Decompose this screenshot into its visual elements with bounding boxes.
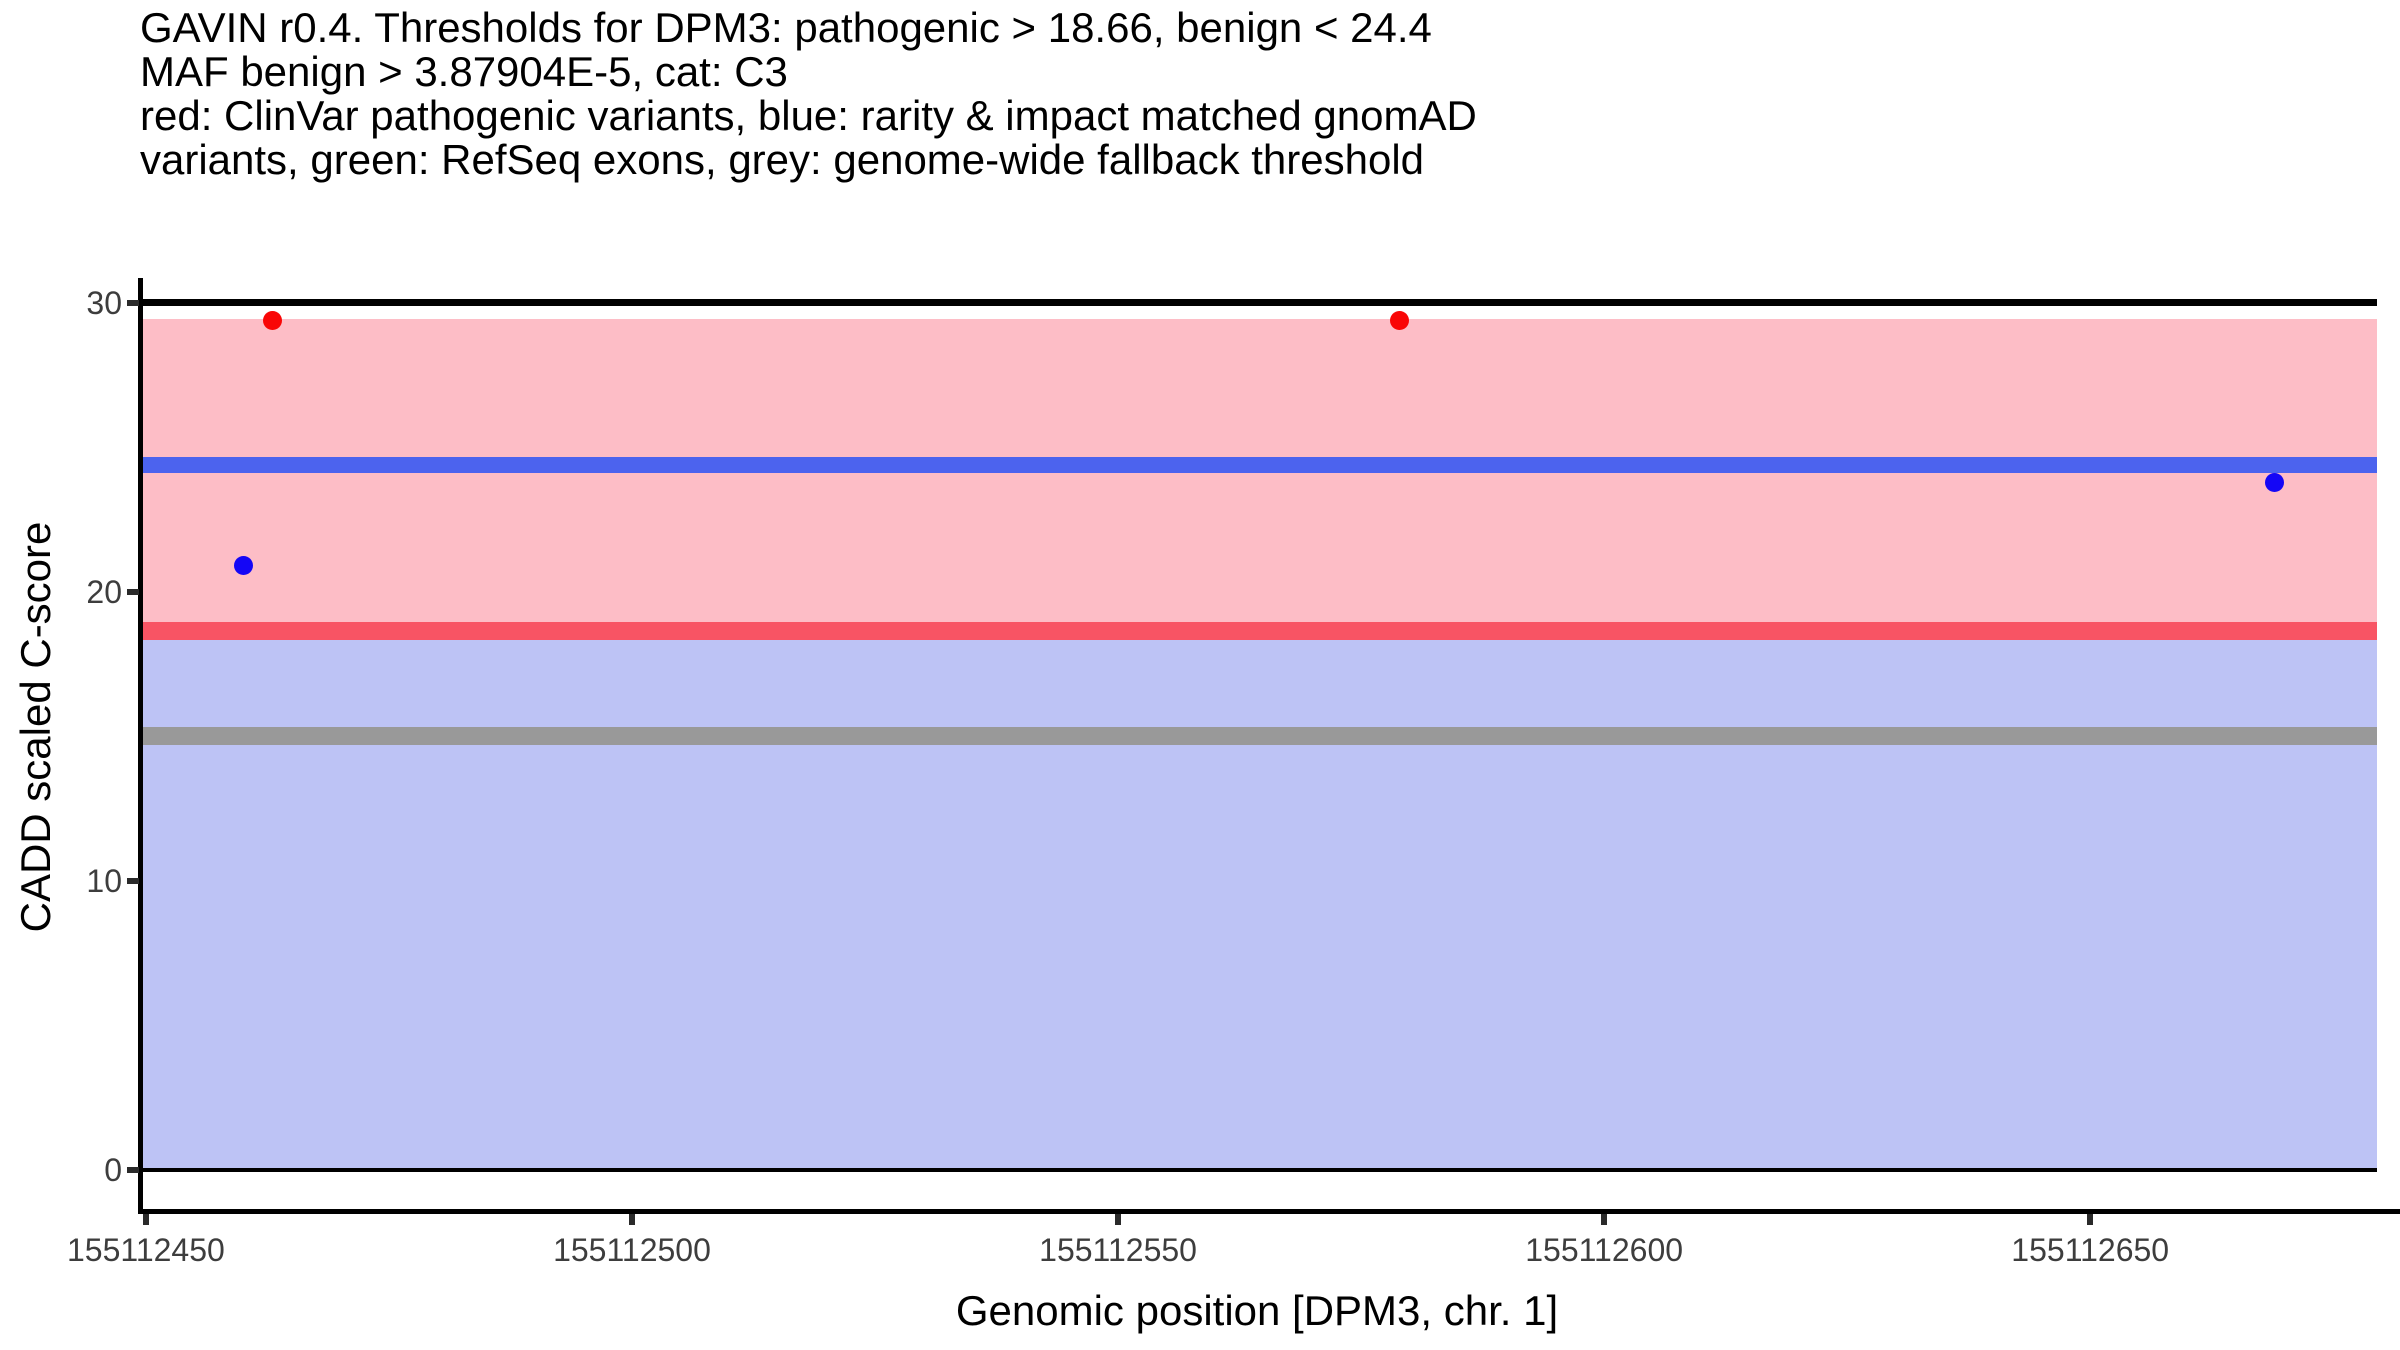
x-tick-label: 155112550 [1039, 1232, 1197, 1268]
x-axis-line [138, 1209, 2400, 1214]
y-tick-label: 10 [86, 862, 122, 899]
x-tick [142, 1214, 149, 1225]
y-tick [127, 299, 139, 306]
x-tick-label: 155112500 [553, 1232, 711, 1268]
x-tick-label: 155112650 [2011, 1232, 2170, 1268]
y-tick-label: 30 [86, 284, 122, 321]
title-line-1: GAVIN r0.4. Thresholds for DPM3: pathoge… [140, 4, 1432, 51]
benign-region [143, 630, 2377, 1171]
plot-area [143, 278, 2377, 1214]
pathogenic-region [143, 318, 2377, 631]
y-tick [127, 588, 139, 595]
data-point [262, 310, 282, 330]
x-tick-label: 155112450 [67, 1232, 225, 1268]
pathogenic-threshold-line [143, 621, 2377, 640]
genome-wide-fallback-line [143, 727, 2377, 746]
x-axis-title: Genomic position [DPM3, chr. 1] [955, 1287, 1559, 1334]
plot-top-line [143, 299, 2377, 307]
plot-title: GAVIN r0.4. Thresholds for DPM3: pathoge… [140, 6, 1477, 182]
y-tick [127, 877, 139, 884]
y-tick-label: 0 [104, 1152, 122, 1189]
title-line-3: red: ClinVar pathogenic variants, blue: … [140, 92, 1477, 139]
title-line-2: MAF benign > 3.87904E-5, cat: C3 [140, 48, 788, 95]
x-tick [628, 1214, 635, 1225]
title-line-4: variants, green: RefSeq exons, grey: gen… [140, 136, 1425, 183]
y-tick [127, 1167, 139, 1174]
x-tick [1601, 1214, 1608, 1225]
x-tick [1115, 1214, 1122, 1225]
x-tick [2087, 1214, 2094, 1225]
benign-threshold-line [143, 456, 2377, 473]
data-point [233, 556, 253, 576]
x-tick-label: 155112600 [1525, 1232, 1684, 1268]
data-point [1390, 310, 1410, 330]
y-axis-line [138, 278, 143, 1214]
data-point [2265, 472, 2285, 492]
zero-line [143, 1168, 2377, 1173]
y-tick-label: 20 [86, 573, 122, 610]
